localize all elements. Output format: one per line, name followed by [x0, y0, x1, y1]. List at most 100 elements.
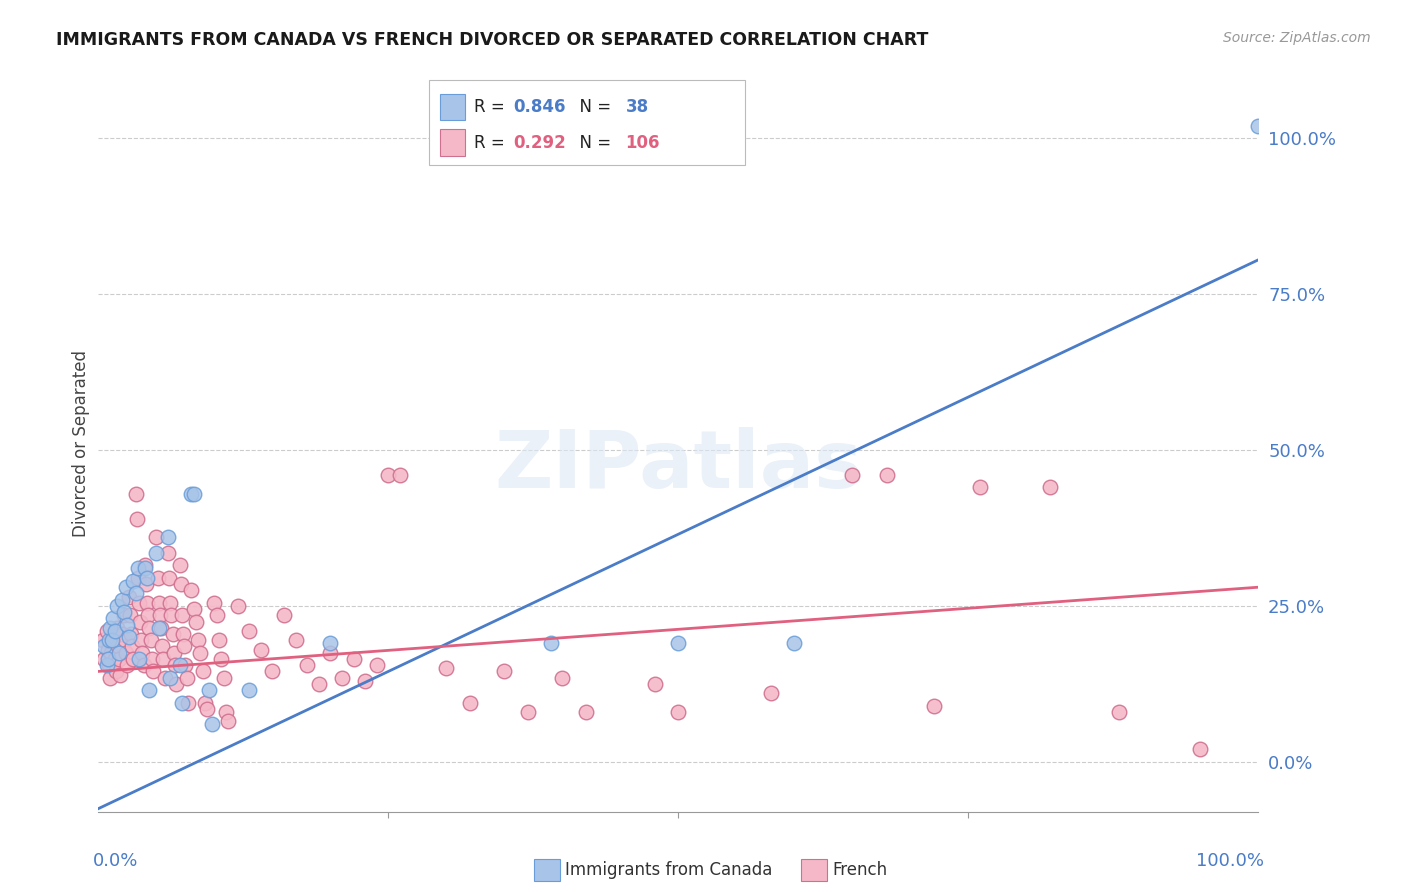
Point — [131, 646, 153, 660]
Point — [138, 683, 160, 698]
Point — [157, 571, 180, 585]
Point — [157, 546, 180, 560]
Point — [136, 596, 159, 610]
Point — [97, 642, 120, 657]
Point — [115, 646, 138, 660]
Point — [180, 583, 202, 598]
Point — [127, 561, 149, 575]
Point — [98, 621, 121, 635]
Point — [104, 665, 127, 679]
Point — [162, 627, 184, 641]
Point — [135, 577, 157, 591]
Point — [217, 714, 239, 729]
Point — [204, 596, 226, 610]
Point — [201, 717, 224, 731]
Point — [112, 608, 135, 623]
Point — [194, 696, 217, 710]
Point — [354, 673, 377, 688]
Point — [96, 658, 118, 673]
Point — [238, 624, 260, 638]
Text: Immigrants from Canada: Immigrants from Canada — [565, 861, 772, 880]
Point — [319, 636, 342, 650]
Point — [111, 592, 132, 607]
Point — [1108, 705, 1130, 719]
Point — [209, 652, 232, 666]
Point — [127, 571, 149, 585]
Point — [666, 636, 689, 650]
Point — [150, 621, 173, 635]
Point — [120, 627, 142, 641]
Text: IMMIGRANTS FROM CANADA VS FRENCH DIVORCED OR SEPARATED CORRELATION CHART: IMMIGRANTS FROM CANADA VS FRENCH DIVORCE… — [56, 31, 928, 49]
Point — [145, 546, 167, 560]
Point — [128, 652, 150, 666]
Point — [1189, 742, 1212, 756]
Point — [110, 667, 132, 681]
Point — [142, 665, 165, 679]
Point — [494, 665, 516, 679]
Point — [125, 511, 148, 525]
Point — [115, 580, 138, 594]
Point — [163, 658, 186, 673]
Point — [170, 608, 193, 623]
Point — [177, 696, 200, 710]
Point — [319, 646, 342, 660]
Point — [96, 624, 118, 638]
Point — [262, 665, 284, 679]
Point — [176, 671, 198, 685]
Point — [574, 705, 596, 719]
Text: R =: R = — [474, 134, 510, 152]
Point — [783, 636, 806, 650]
Point — [139, 633, 162, 648]
Point — [197, 683, 219, 698]
Point — [93, 652, 115, 666]
Point — [117, 617, 139, 632]
Point — [516, 705, 538, 719]
Point — [165, 677, 187, 691]
Point — [122, 574, 145, 588]
Point — [103, 633, 125, 648]
Point — [105, 599, 128, 613]
Point — [153, 671, 176, 685]
Point — [170, 577, 193, 591]
Point — [104, 624, 127, 638]
Point — [111, 627, 132, 641]
Point — [183, 486, 205, 500]
Point — [124, 486, 146, 500]
Point — [124, 586, 146, 600]
Text: Source: ZipAtlas.com: Source: ZipAtlas.com — [1223, 31, 1371, 45]
Point — [215, 705, 238, 719]
Point — [184, 615, 207, 629]
Point — [103, 611, 125, 625]
Point — [101, 633, 124, 648]
Point — [163, 646, 186, 660]
Point — [107, 640, 129, 654]
Point — [160, 608, 183, 623]
Point — [180, 486, 202, 500]
Point — [157, 530, 180, 544]
Point — [128, 596, 150, 610]
Text: N =: N = — [569, 98, 617, 116]
Point — [118, 608, 141, 623]
Point — [117, 630, 139, 644]
Point — [141, 652, 163, 666]
Text: R =: R = — [474, 98, 510, 116]
Point — [132, 658, 155, 673]
Point — [97, 652, 120, 666]
Point — [250, 642, 273, 657]
Point — [159, 671, 181, 685]
Point — [159, 596, 181, 610]
Point — [131, 633, 153, 648]
Point — [238, 683, 260, 698]
Point — [97, 658, 120, 673]
Point — [208, 633, 231, 648]
Point — [170, 696, 193, 710]
Point — [969, 480, 991, 494]
Point — [134, 558, 156, 573]
Point — [136, 571, 159, 585]
Point — [330, 671, 353, 685]
Point — [134, 561, 156, 575]
Point — [105, 621, 128, 635]
Point — [644, 677, 666, 691]
Point — [93, 640, 115, 654]
Point — [436, 661, 458, 675]
